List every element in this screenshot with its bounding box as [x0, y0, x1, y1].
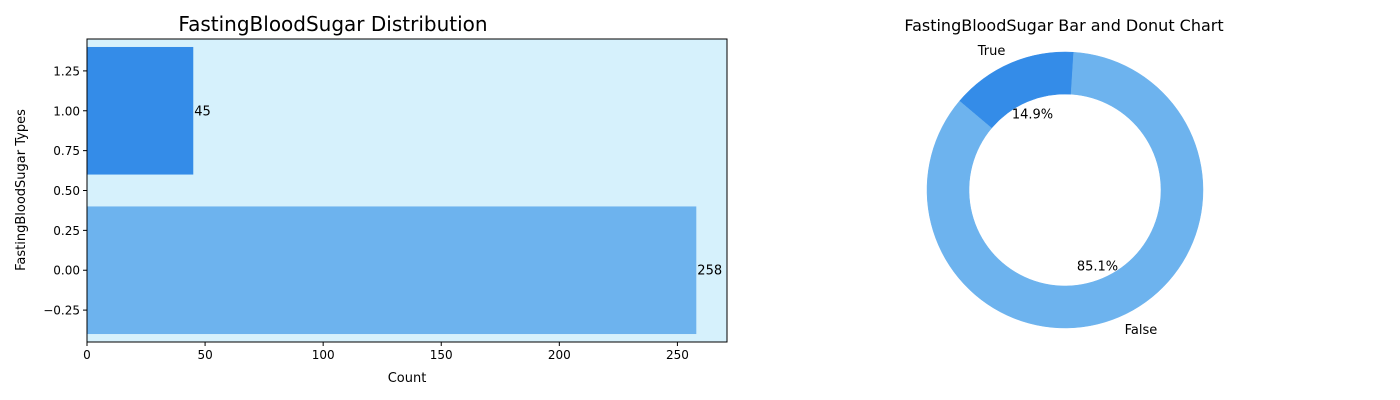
- bar-group: [87, 46, 697, 335]
- x-tick-label: 50: [197, 348, 212, 362]
- y-tick-label: 1.00: [53, 104, 80, 118]
- x-axis-label: Count: [388, 371, 427, 386]
- bar-0: [87, 206, 697, 335]
- bar-plot-frame: [86, 38, 728, 343]
- bar-chart-title: FastingBloodSugar Distribution: [178, 12, 487, 36]
- bar-chart: 258 45 0 50 100 150 200 250 −0.25 0.00 0.25 0.50 0…: [14, 12, 728, 386]
- donut-slice-false: [926, 52, 1204, 329]
- donut-chart: FastingBloodSugar Bar and Donut Chart Tr…: [904, 16, 1223, 338]
- bar-value-label-0: 258: [697, 264, 722, 279]
- donut-category-label: False: [1125, 323, 1158, 338]
- y-tick-label: −0.25: [43, 304, 80, 318]
- donut-category-label: True: [977, 44, 1006, 59]
- bar-data-labels: 258 45: [194, 104, 722, 278]
- x-tick-label: 0: [83, 348, 91, 362]
- x-tick-label: 100: [312, 348, 335, 362]
- y-tick-label: 0.75: [53, 144, 80, 158]
- y-axis-ticks: −0.25 0.00 0.25 0.50 0.75 1.00 1.25: [43, 64, 87, 318]
- donut-percent-label: 85.1%: [1077, 260, 1118, 275]
- x-tick-label: 150: [430, 348, 453, 362]
- x-axis-ticks: 0 50 100 150 200 250: [83, 342, 689, 362]
- x-tick-label: 200: [548, 348, 571, 362]
- donut-percent-label: 14.9%: [1012, 107, 1053, 122]
- y-axis-label: FastingBloodSugar Types: [14, 109, 29, 271]
- y-tick-label: 0.25: [53, 224, 80, 238]
- bar-1: [87, 46, 194, 175]
- y-tick-label: 1.25: [53, 64, 80, 78]
- bar-value-label-1: 45: [194, 104, 211, 119]
- donut-labels: True 14.9% False 85.1%: [977, 44, 1158, 338]
- x-tick-label: 250: [666, 348, 689, 362]
- donut-chart-title: FastingBloodSugar Bar and Donut Chart: [904, 16, 1223, 35]
- y-tick-label: 0.50: [53, 184, 80, 198]
- y-tick-label: 0.00: [53, 264, 80, 278]
- donut-slices: [926, 51, 1204, 329]
